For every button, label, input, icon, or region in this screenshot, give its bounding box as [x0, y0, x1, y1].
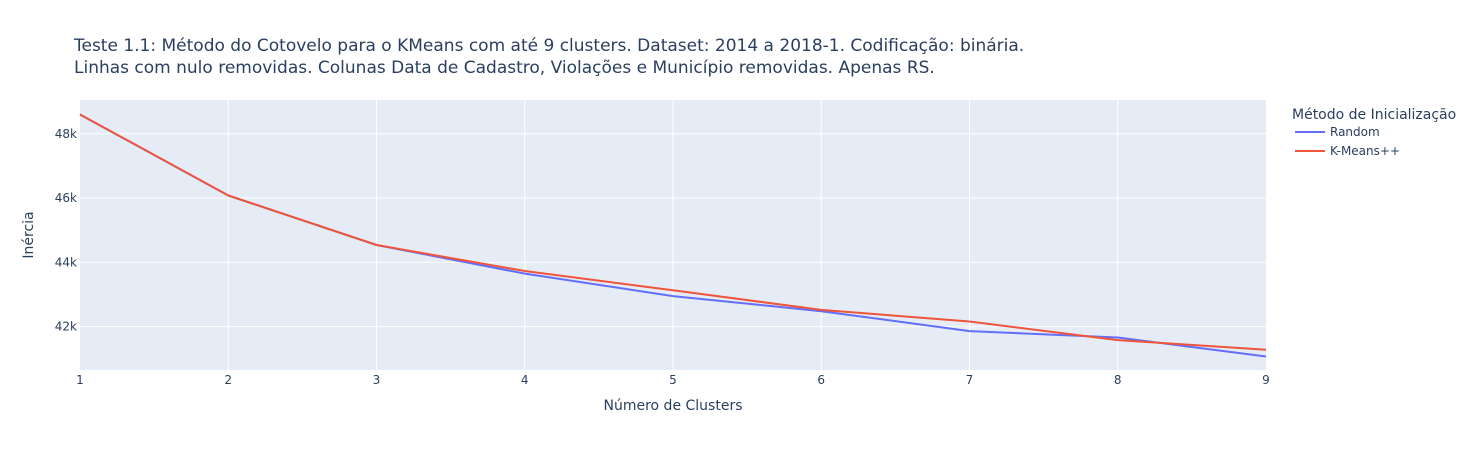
y-tick-label: 42k: [55, 320, 77, 334]
x-tick-label: 1: [76, 373, 84, 387]
x-tick-label: 6: [817, 373, 825, 387]
x-tick-label: 7: [966, 373, 974, 387]
chart-title-line-2: Linhas com nulo removidas. Colunas Data …: [74, 58, 935, 78]
legend-item-k-means-[interactable]: K-Means++: [1295, 144, 1400, 158]
x-tick-label: 9: [1262, 373, 1270, 387]
x-tick-label: 2: [224, 373, 232, 387]
x-axis-title: Número de Clusters: [604, 398, 743, 414]
legend-label: K-Means++: [1330, 144, 1400, 158]
x-tick-label: 5: [669, 373, 677, 387]
x-tick-label: 3: [373, 373, 381, 387]
series-line-k-means-: [79, 113, 1267, 351]
y-axis-title: Inércia: [21, 211, 37, 258]
legend-label: Random: [1330, 125, 1380, 139]
chart-title-line-1: Teste 1.1: Método do Cotovelo para o KMe…: [73, 36, 1024, 56]
x-gridlines: [227, 100, 1119, 370]
x-axis-ticks: 1 2 3 4 5 6 7 8 9: [76, 373, 1270, 387]
y-axis-ticks: 42k 44k 46k 48k: [55, 127, 77, 334]
series-lines: [79, 113, 1267, 358]
legend-item-random[interactable]: Random: [1295, 125, 1380, 139]
y-tick-label: 44k: [55, 255, 77, 269]
y-tick-label: 48k: [55, 127, 77, 141]
chart-title: Teste 1.1: Método do Cotovelo para o KMe…: [73, 36, 1024, 78]
y-gridlines: [80, 133, 1266, 328]
x-tick-label: 4: [521, 373, 529, 387]
legend-title: Método de Inicialização: [1292, 107, 1456, 123]
y-tick-label: 46k: [55, 191, 77, 205]
legend-items: Random K-Means++: [1295, 125, 1400, 158]
x-tick-label: 8: [1114, 373, 1122, 387]
legend: Método de Inicialização Random K-Means++: [1292, 107, 1456, 158]
